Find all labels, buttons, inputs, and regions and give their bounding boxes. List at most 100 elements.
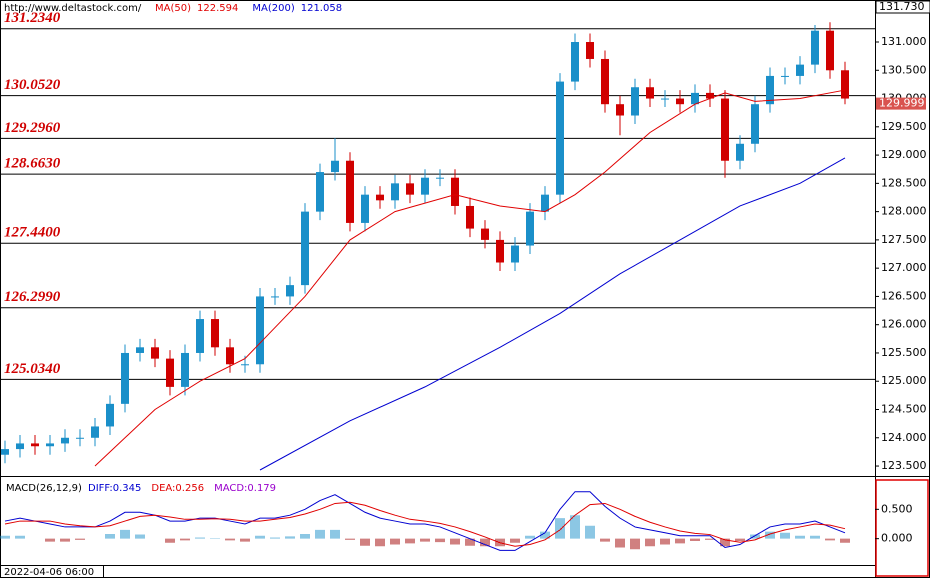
candle-body (661, 98, 669, 100)
candle-body (511, 245, 519, 263)
level-label: 128.6630 (4, 156, 61, 172)
candle-body (526, 211, 534, 246)
candle-body (721, 98, 729, 161)
candle-body (226, 347, 234, 365)
candle-body (601, 58, 609, 105)
candle-body (196, 319, 204, 353)
y-tick-label: 0.000 (881, 532, 913, 545)
max-price-label: 131.730 (879, 0, 925, 13)
level-label: 127.4400 (4, 225, 61, 241)
candle-body (256, 296, 264, 365)
level-label: 125.0340 (4, 361, 61, 377)
moving-average (259, 157, 846, 471)
candle-body (541, 194, 549, 212)
candle-body (706, 92, 714, 99)
y-tick-label: 125.000 (881, 374, 927, 387)
ma-legend-name: MA(200) (252, 3, 294, 14)
candle-body (691, 92, 699, 105)
candle-body (211, 319, 219, 348)
candle-body (406, 183, 414, 195)
level-label: 129.2960 (4, 120, 61, 136)
candle-body (826, 30, 834, 71)
y-tick-label: 125.500 (881, 346, 927, 359)
candle-body (451, 177, 459, 206)
y-tick-label: 130.500 (881, 63, 927, 76)
max-price-box (875, 0, 930, 14)
candle-body (586, 42, 594, 59)
candle-body (751, 104, 759, 144)
candle-body (121, 352, 129, 404)
candle-body (376, 194, 384, 201)
current-price-box (876, 97, 926, 110)
candle-body (481, 228, 489, 240)
candle-body (1, 449, 9, 455)
candle-body (241, 364, 249, 366)
candle-body (781, 75, 789, 77)
current-price-label: 129.999 (879, 97, 925, 110)
candle-body (331, 160, 339, 173)
candle-body (46, 443, 54, 447)
y-tick-label: 127.000 (881, 261, 927, 274)
candle-body (766, 75, 774, 105)
macd-legend: DIFF:0.345 (88, 483, 141, 494)
candle-body (646, 87, 654, 99)
y-tick-label: 128.500 (881, 176, 927, 189)
candle-body (16, 443, 24, 450)
candle-body (181, 352, 189, 387)
macd-line (4, 491, 846, 551)
ma-legend-name: MA(50) (155, 3, 191, 14)
candle-body (61, 437, 69, 444)
candle-body (301, 211, 309, 286)
candle-body (136, 347, 144, 353)
macd-title: MACD(26,12,9) (6, 483, 82, 494)
candle-body (76, 437, 84, 439)
candle-body (391, 183, 399, 201)
candle-body (571, 42, 579, 82)
level-label: 126.2990 (4, 289, 61, 305)
candle-body (466, 205, 474, 229)
candle-body (361, 194, 369, 223)
candle-body (271, 296, 279, 298)
y-tick-label: 126.500 (881, 289, 927, 302)
plot: 131.000130.500130.000129.500129.000128.5… (0, 0, 930, 551)
candle-body (91, 426, 99, 438)
site-url: http://www.deltastock.com/ (4, 3, 142, 14)
ma-legend-value: 122.594 (197, 3, 238, 14)
candle-body (316, 172, 324, 212)
candle-body (436, 177, 444, 179)
y-tick-label: 131.000 (881, 35, 927, 48)
candle-body (151, 347, 159, 359)
y-tick-label: 124.000 (881, 431, 927, 444)
candle-body (796, 64, 804, 76)
y-tick-label: 129.000 (881, 148, 927, 161)
candle-body (556, 81, 564, 195)
date-label: 2022-04-06 06:00 (4, 567, 94, 578)
macd-legend: MACD:0.179 (214, 483, 276, 494)
candle-body (496, 239, 504, 263)
macd-axis-highlight (875, 479, 929, 577)
candle-body (676, 98, 684, 105)
moving-average (94, 89, 846, 467)
candle-body (841, 70, 849, 99)
y-tick-label: 126.000 (881, 318, 927, 331)
y-tick-label: 124.500 (881, 403, 927, 416)
candle-body (631, 87, 639, 116)
candle-body (106, 403, 114, 427)
level-label: 130.0520 (4, 77, 61, 93)
candle-body (421, 177, 429, 195)
candle-body (166, 358, 174, 387)
ma-legend-value: 121.058 (301, 3, 342, 14)
candle-body (346, 160, 354, 223)
y-tick-label: 127.500 (881, 233, 927, 246)
macd-legend: DEA:0.256 (151, 483, 204, 494)
candle-body (811, 30, 819, 65)
candle-body (31, 443, 39, 447)
y-tick-label: 0.500 (881, 502, 913, 515)
candle-body (286, 285, 294, 297)
level-label: 131.2340 (4, 10, 61, 26)
y-tick-label: 123.500 (881, 459, 927, 472)
candle-body (616, 104, 624, 116)
y-tick-label: 129.500 (881, 120, 927, 133)
